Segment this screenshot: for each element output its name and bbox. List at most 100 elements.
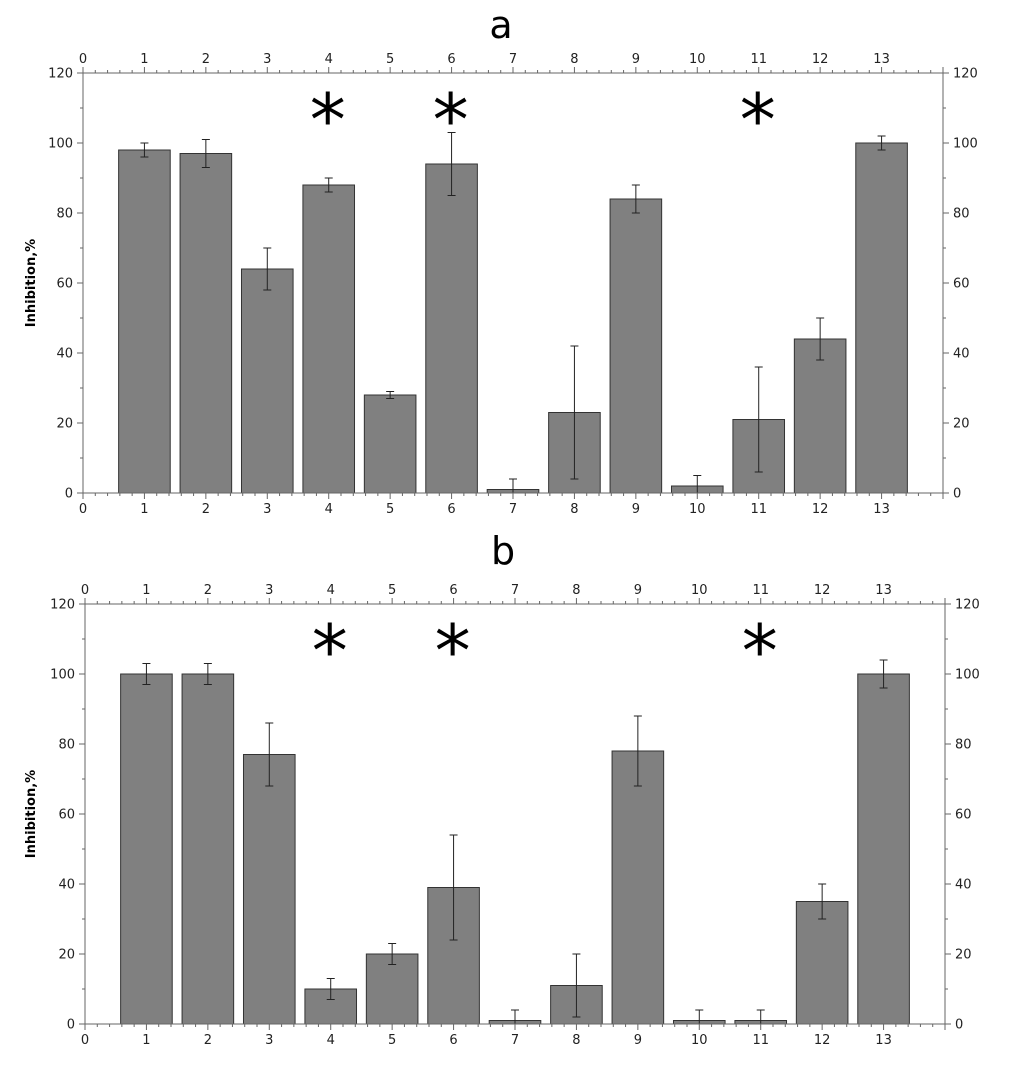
y-tick-label-right: 60 — [955, 808, 972, 823]
x-tick-label: 2 — [202, 502, 210, 517]
x-tick-label-top: 12 — [814, 583, 831, 598]
x-tick-label: 13 — [875, 1033, 892, 1048]
x-tick-label-top: 1 — [142, 583, 150, 598]
x-tick-label: 0 — [81, 1033, 89, 1048]
y-tick-label: 0 — [67, 1018, 75, 1033]
x-tick-label-top: 8 — [572, 583, 580, 598]
y-tick-label: 0 — [65, 487, 73, 502]
y-tick-label: 80 — [56, 207, 73, 222]
y-tick-label: 40 — [56, 347, 73, 362]
x-tick-label: 11 — [752, 1033, 769, 1048]
bar — [425, 163, 478, 494]
x-tick-label-top: 7 — [509, 52, 517, 67]
bar — [363, 394, 417, 494]
x-tick-label: 10 — [691, 1033, 708, 1048]
x-tick-label-top: 6 — [449, 583, 457, 598]
significance-asterisk: * — [433, 78, 469, 162]
x-tick-label: 3 — [263, 502, 271, 517]
bar — [240, 268, 294, 494]
y-tick-label-right: 0 — [955, 1018, 963, 1033]
significance-asterisk: * — [310, 78, 346, 162]
x-tick-label-top: 11 — [750, 52, 767, 67]
y-tick-label: 40 — [58, 878, 75, 893]
y-tick-label: 60 — [56, 277, 73, 292]
significance-asterisk: * — [740, 78, 776, 162]
x-tick-label: 5 — [386, 502, 394, 517]
x-tick-label-top: 4 — [327, 583, 335, 598]
x-tick-label-top: 7 — [511, 583, 519, 598]
y-axis-label: Inhibition,% — [24, 239, 39, 327]
y-tick-label-right: 20 — [953, 417, 970, 432]
bar — [242, 754, 296, 1025]
y-tick-label-right: 40 — [955, 878, 972, 893]
x-tick-label-top: 4 — [325, 52, 333, 67]
x-tick-label: 9 — [634, 1033, 642, 1048]
y-tick-label: 120 — [50, 598, 75, 613]
y-tick-label: 100 — [48, 137, 73, 152]
significance-asterisk: * — [742, 609, 778, 693]
x-tick-label: 10 — [689, 502, 706, 517]
bar — [181, 673, 235, 1025]
bar — [795, 901, 849, 1025]
y-tick-label-right: 100 — [955, 668, 980, 683]
y-tick-label-right: 80 — [955, 738, 972, 753]
y-tick-label-right: 20 — [955, 948, 972, 963]
x-tick-label-top: 9 — [632, 52, 640, 67]
x-tick-label-top: 5 — [388, 583, 396, 598]
y-tick-label: 20 — [58, 948, 75, 963]
x-tick-label-top: 10 — [689, 52, 706, 67]
x-tick-label: 2 — [204, 1033, 212, 1048]
x-tick-label-top: 12 — [812, 52, 829, 67]
x-tick-label: 6 — [447, 502, 455, 517]
bar — [365, 953, 419, 1025]
y-tick-label: 80 — [58, 738, 75, 753]
x-tick-label: 12 — [812, 502, 829, 517]
x-tick-label: 13 — [873, 502, 890, 517]
panel-title: b — [491, 529, 515, 573]
x-tick-label-top: 11 — [752, 583, 769, 598]
significance-asterisk: * — [435, 609, 471, 693]
x-tick-label: 12 — [814, 1033, 831, 1048]
x-tick-label: 9 — [632, 502, 640, 517]
x-tick-label: 1 — [142, 1033, 150, 1048]
bar — [302, 184, 356, 494]
y-tick-label-right: 120 — [953, 67, 978, 82]
x-tick-label: 1 — [140, 502, 148, 517]
bar — [793, 338, 847, 494]
bar — [611, 750, 665, 1025]
x-tick-label-top: 3 — [263, 52, 271, 67]
significance-asterisk: * — [312, 609, 348, 693]
y-tick-label: 120 — [48, 67, 73, 82]
x-tick-label: 4 — [327, 1033, 335, 1048]
y-tick-label: 100 — [50, 668, 75, 683]
y-tick-label-right: 80 — [953, 207, 970, 222]
y-tick-label: 60 — [58, 808, 75, 823]
x-tick-label: 11 — [750, 502, 767, 517]
x-tick-label: 7 — [511, 1033, 519, 1048]
y-tick-label-right: 100 — [953, 137, 978, 152]
y-tick-label-right: 60 — [953, 277, 970, 292]
x-tick-label-top: 5 — [386, 52, 394, 67]
x-tick-label: 7 — [509, 502, 517, 517]
bar — [120, 673, 173, 1025]
bar — [179, 153, 233, 494]
x-tick-label-top: 13 — [875, 583, 892, 598]
y-tick-label: 20 — [56, 417, 73, 432]
x-tick-label-top: 2 — [204, 583, 212, 598]
y-axis-label: Inhibition,% — [24, 770, 39, 858]
x-tick-label-top: 13 — [873, 52, 890, 67]
x-tick-label-top: 10 — [691, 583, 708, 598]
x-tick-label: 3 — [265, 1033, 273, 1048]
x-tick-label-top: 8 — [570, 52, 578, 67]
x-tick-label-top: 2 — [202, 52, 210, 67]
x-tick-label-top: 1 — [140, 52, 148, 67]
x-tick-label-top: 0 — [79, 52, 87, 67]
y-tick-label-right: 120 — [955, 598, 980, 613]
panel-title: a — [489, 3, 512, 47]
x-tick-label-top: 3 — [265, 583, 273, 598]
x-tick-label: 8 — [570, 502, 578, 517]
x-tick-label: 4 — [325, 502, 333, 517]
